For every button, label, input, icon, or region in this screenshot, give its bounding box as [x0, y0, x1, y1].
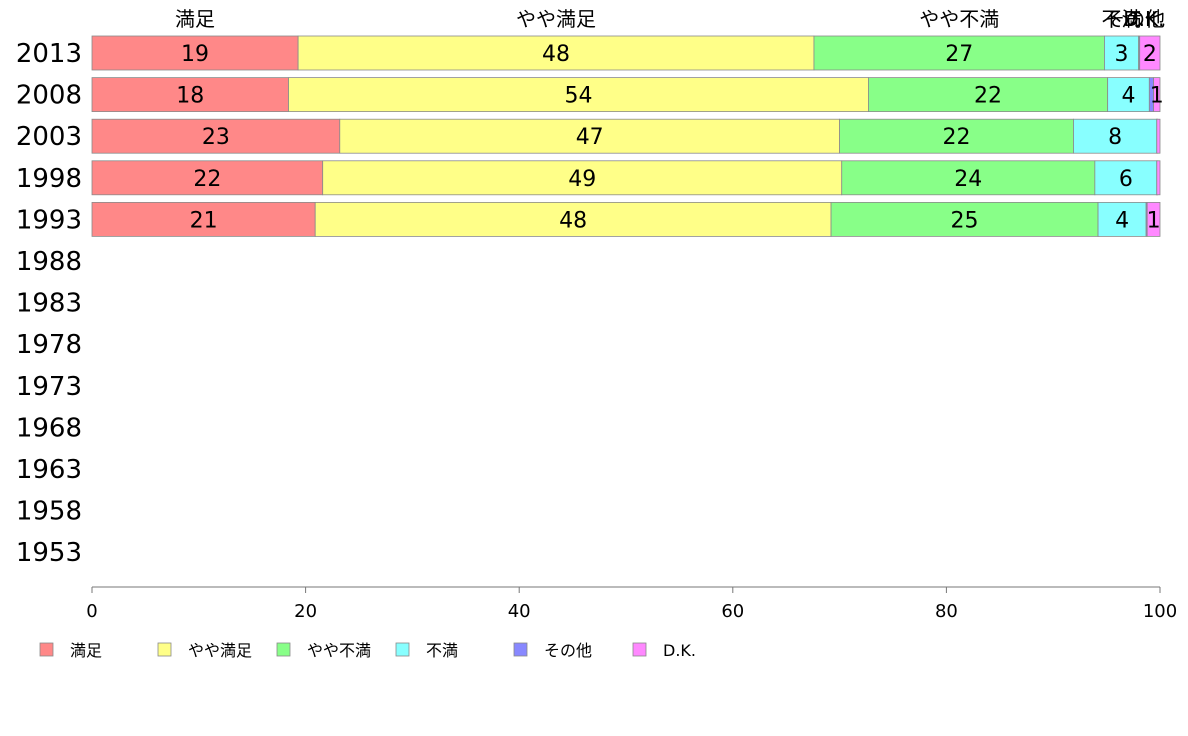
x-tick-label: 100	[1143, 601, 1177, 622]
y-tick-label: 1958	[16, 497, 82, 527]
y-tick-label: 2013	[16, 39, 82, 69]
bar-segment	[91, 77, 289, 112]
series-header-label: D.K.	[1123, 7, 1164, 31]
bar-value-label: 25	[951, 208, 979, 233]
bar-segment	[868, 77, 1109, 112]
x-tick-label: 60	[721, 601, 744, 622]
bar-value-label: 22	[943, 125, 971, 150]
bar-value-label: 48	[559, 208, 587, 233]
legend-swatch	[395, 642, 410, 657]
y-tick-label: 1953	[16, 538, 82, 568]
bar-value-label: 2	[1143, 42, 1157, 67]
bar-value-label: 4	[1121, 84, 1135, 109]
legend-swatch	[39, 642, 54, 657]
bar-value-label: 48	[542, 42, 570, 67]
bar-value-label: 22	[193, 167, 221, 192]
bar-value-label: 27	[945, 42, 973, 67]
bar-value-label: 24	[954, 167, 982, 192]
y-tick-label: 2008	[16, 81, 82, 111]
bar-value-label: 6	[1119, 167, 1133, 192]
legend-label: やや不満	[307, 641, 371, 660]
bar-segment	[1156, 160, 1161, 196]
legend-swatch	[276, 642, 291, 657]
bar-segment	[1107, 77, 1150, 112]
bar-segment	[1139, 35, 1161, 71]
x-tick-label: 40	[508, 601, 531, 622]
bar-segment	[91, 35, 299, 71]
legend-label: やや満足	[188, 641, 252, 660]
bar-value-label: 54	[564, 84, 592, 109]
series-header-label: その他	[1105, 7, 1165, 31]
bar-segment	[830, 201, 1099, 237]
y-tick-label: 1993	[16, 205, 82, 235]
bar-segment	[91, 160, 324, 196]
bar-segment	[813, 35, 1105, 71]
bar-segment	[1146, 201, 1161, 237]
series-header-label: やや不満	[919, 7, 999, 31]
legend-label: 満足	[70, 641, 102, 660]
x-tick-label: 80	[935, 601, 958, 622]
bar-segment	[841, 160, 1096, 196]
bar-value-label: 47	[576, 125, 604, 150]
bar-value-label: 8	[1108, 125, 1122, 150]
y-tick-label: 2003	[16, 122, 82, 152]
legend-swatch	[513, 642, 528, 657]
series-header-label: 満足	[175, 7, 215, 31]
legend-label: その他	[544, 641, 592, 660]
y-tick-label: 1973	[16, 372, 82, 402]
bar-value-label: 1	[1150, 84, 1164, 109]
bar-segment	[91, 118, 341, 154]
y-tick-label: 1978	[16, 330, 82, 360]
series-header-label: やや満足	[516, 7, 596, 31]
x-tick-label: 20	[294, 601, 317, 622]
y-tick-label: 1983	[16, 289, 82, 319]
bar-segment	[1073, 118, 1158, 154]
bar-value-label: 23	[202, 125, 230, 150]
bar-segment	[322, 160, 843, 196]
bar-segment	[1094, 160, 1158, 196]
y-tick-label: 1998	[16, 164, 82, 194]
bar-value-label: 22	[974, 84, 1002, 109]
legend-label: 不満	[426, 641, 458, 660]
bar-value-label: 4	[1115, 208, 1129, 233]
bar-segment	[1156, 118, 1161, 154]
bar-value-label: 1	[1147, 208, 1161, 233]
y-tick-label: 1963	[16, 455, 82, 485]
y-tick-label: 1968	[16, 413, 82, 443]
series-header-label: 不満	[1102, 7, 1142, 31]
bar-segment	[839, 118, 1074, 154]
x-tick-label: 0	[86, 601, 97, 622]
y-tick-label: 1988	[16, 247, 82, 277]
bar-segment	[314, 201, 832, 237]
bar-value-label: 21	[190, 208, 218, 233]
legend-swatch	[157, 642, 172, 657]
bar-segment	[1153, 77, 1161, 112]
bar-value-label: 49	[568, 167, 596, 192]
legend-label: D.K.	[663, 641, 696, 660]
bar-value-label: 18	[176, 84, 204, 109]
bar-segment	[297, 35, 815, 71]
legend-swatch	[632, 642, 647, 657]
bar-segment	[1097, 201, 1147, 237]
bar-value-label: 3	[1115, 42, 1129, 67]
bar-value-label: 19	[181, 42, 209, 67]
bar-segment	[288, 77, 869, 112]
